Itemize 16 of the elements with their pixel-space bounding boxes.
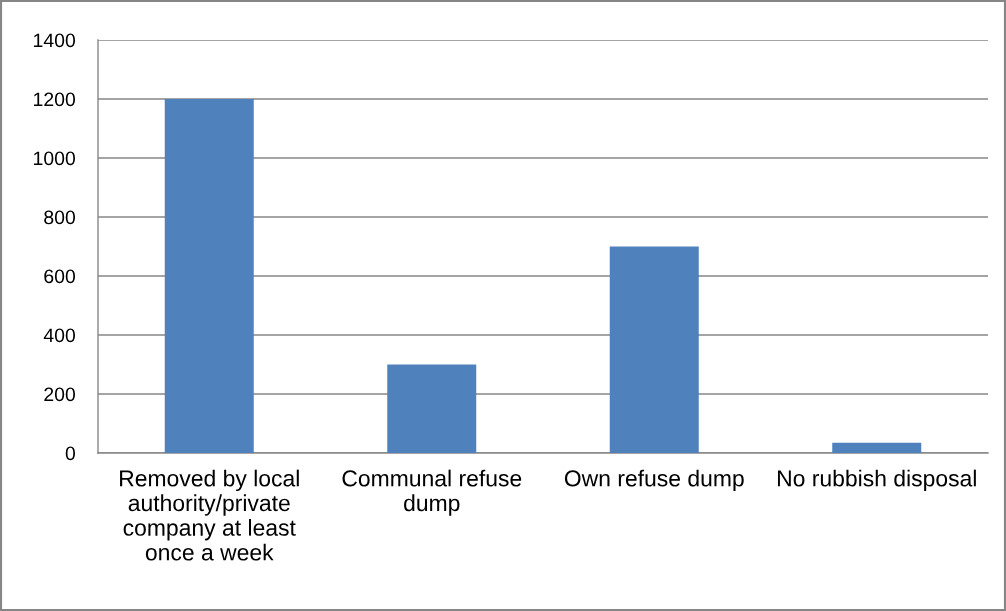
y-tick-label: 800 — [44, 210, 76, 225]
y-tick-label: 1400 — [34, 33, 76, 48]
bar — [387, 364, 477, 453]
bar — [164, 99, 254, 453]
bar — [832, 442, 922, 453]
y-tick-label: 1200 — [34, 92, 76, 107]
y-tick-label: 200 — [44, 387, 76, 402]
y-tick-label: 400 — [43, 328, 76, 343]
x-tick-label: Own refuse dump — [564, 469, 744, 492]
x-tick-label: No rubbish disposal — [778, 469, 976, 492]
y-tick-label: 600 — [44, 269, 76, 284]
y-tick-label: 1000 — [34, 151, 76, 166]
x-tick-label: Communal refuse dump — [342, 469, 522, 516]
bar — [609, 246, 699, 453]
y-tick-label: 0 — [65, 446, 76, 461]
x-tick-label: Removed by local authority/private company at least once a week — [120, 469, 299, 561]
